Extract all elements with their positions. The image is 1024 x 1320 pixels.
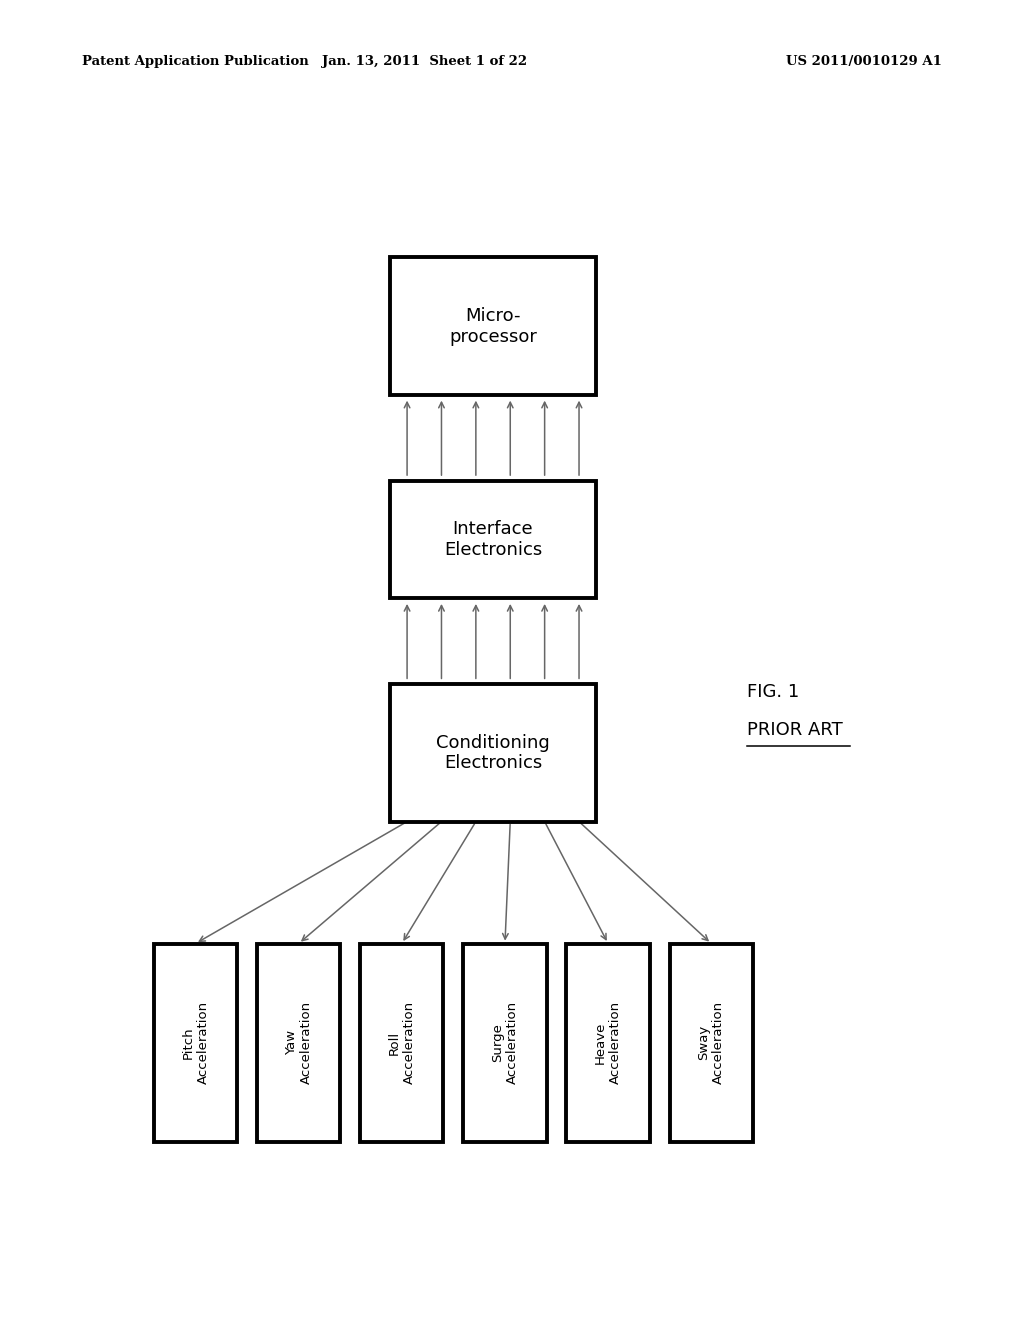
Bar xyxy=(566,944,650,1142)
Text: Conditioning
Electronics: Conditioning Electronics xyxy=(436,734,550,772)
Text: FIG. 1: FIG. 1 xyxy=(748,682,800,701)
Text: Pitch
Acceleration: Pitch Acceleration xyxy=(181,1001,210,1084)
Text: Heave
Acceleration: Heave Acceleration xyxy=(594,1001,623,1084)
Bar xyxy=(390,480,596,598)
Text: US 2011/0010129 A1: US 2011/0010129 A1 xyxy=(786,55,942,69)
Bar xyxy=(257,944,340,1142)
Bar xyxy=(390,257,596,395)
Bar xyxy=(360,944,443,1142)
Bar xyxy=(670,944,753,1142)
Bar xyxy=(154,944,238,1142)
Text: Yaw
Acceleration: Yaw Acceleration xyxy=(285,1001,312,1084)
Text: Roll
Acceleration: Roll Acceleration xyxy=(388,1001,416,1084)
Text: Surge
Acceleration: Surge Acceleration xyxy=(490,1001,519,1084)
Text: Patent Application Publication: Patent Application Publication xyxy=(82,55,308,69)
Text: Micro-
processor: Micro- processor xyxy=(450,306,537,346)
Text: Interface
Electronics: Interface Electronics xyxy=(444,520,542,558)
Text: Sway
Acceleration: Sway Acceleration xyxy=(697,1001,725,1084)
Text: Jan. 13, 2011  Sheet 1 of 22: Jan. 13, 2011 Sheet 1 of 22 xyxy=(323,55,527,69)
Bar xyxy=(463,944,547,1142)
Bar xyxy=(390,684,596,821)
Text: PRIOR ART: PRIOR ART xyxy=(748,721,843,739)
